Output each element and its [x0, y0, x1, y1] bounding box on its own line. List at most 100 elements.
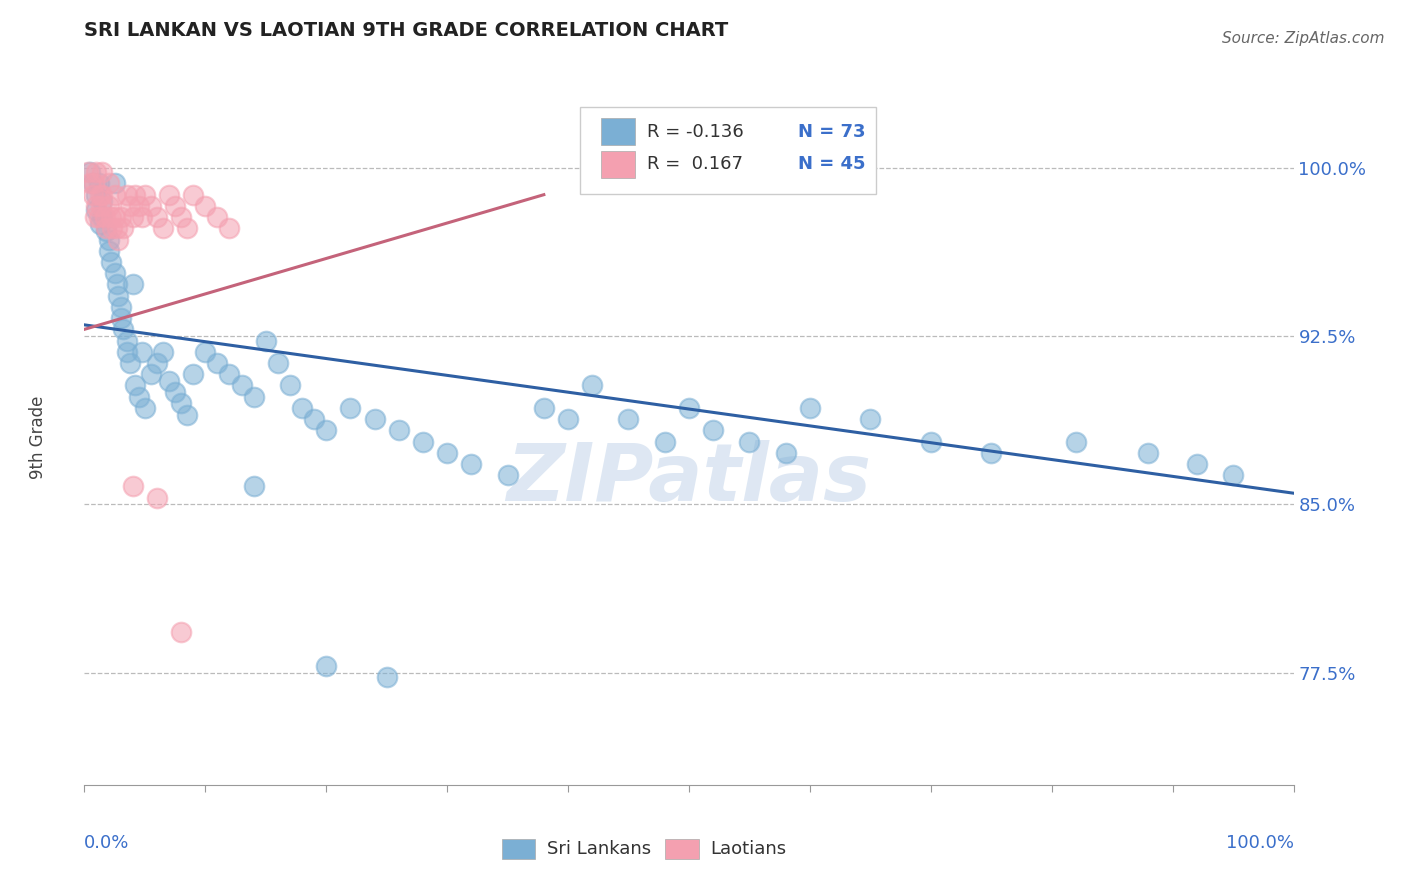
Point: [77, 165, 100, 179]
Point: [131, 344, 153, 359]
Point: [617, 412, 640, 426]
Point: [115, 334, 138, 348]
Point: [86, 203, 108, 218]
Point: [170, 625, 193, 640]
Point: [120, 356, 142, 370]
FancyBboxPatch shape: [581, 106, 876, 194]
Point: [654, 434, 676, 449]
Point: [388, 423, 411, 437]
Point: [105, 277, 128, 292]
Text: Laotians: Laotians: [710, 840, 787, 858]
Point: [128, 390, 150, 404]
Point: [194, 199, 217, 213]
Point: [94, 224, 117, 238]
Point: [115, 187, 138, 202]
Point: [97, 233, 120, 247]
Text: 9th Grade: 9th Grade: [30, 395, 48, 479]
Point: [110, 210, 132, 224]
Point: [170, 396, 193, 410]
Text: 100.0%: 100.0%: [1226, 834, 1294, 852]
Text: Source: ZipAtlas.com: Source: ZipAtlas.com: [1222, 31, 1385, 46]
Point: [436, 446, 458, 460]
Point: [107, 288, 129, 302]
Point: [82, 187, 104, 202]
Point: [194, 344, 217, 359]
Text: 0.0%: 0.0%: [84, 834, 129, 852]
Point: [207, 210, 229, 224]
Point: [165, 385, 187, 400]
Point: [315, 423, 337, 437]
Point: [91, 187, 114, 202]
Point: [678, 401, 700, 415]
Point: [91, 165, 114, 179]
Point: [157, 374, 180, 388]
Point: [104, 177, 127, 191]
Point: [100, 255, 122, 269]
Point: [146, 356, 169, 370]
Point: [242, 390, 264, 404]
Point: [146, 210, 169, 224]
Point: [218, 368, 240, 382]
Point: [176, 221, 198, 235]
Point: [581, 378, 603, 392]
Point: [82, 177, 104, 191]
Point: [859, 412, 882, 426]
Point: [139, 368, 162, 382]
Point: [90, 199, 112, 213]
Point: [176, 408, 198, 422]
Point: [115, 344, 138, 359]
Point: [105, 221, 128, 235]
Point: [124, 187, 146, 202]
Point: [112, 322, 135, 336]
Point: [89, 217, 111, 231]
Point: [218, 221, 240, 235]
Text: ZIPatlas: ZIPatlas: [506, 440, 872, 518]
Point: [79, 165, 101, 179]
Point: [94, 210, 117, 224]
Point: [107, 233, 129, 247]
Point: [97, 177, 120, 191]
Point: [97, 199, 120, 213]
Point: [738, 434, 761, 449]
Point: [339, 401, 361, 415]
Point: [120, 199, 142, 213]
Point: [86, 165, 108, 179]
Point: [920, 434, 942, 449]
Point: [799, 401, 821, 415]
Point: [557, 412, 579, 426]
Point: [181, 368, 204, 382]
Point: [1222, 468, 1244, 483]
Point: [112, 221, 135, 235]
Point: [775, 446, 797, 460]
Point: [101, 221, 124, 235]
Point: [157, 187, 180, 202]
Text: R = -0.136: R = -0.136: [647, 122, 744, 141]
Point: [267, 356, 290, 370]
Text: N = 45: N = 45: [797, 155, 865, 173]
Text: R =  0.167: R = 0.167: [647, 155, 742, 173]
Point: [94, 221, 117, 235]
Point: [152, 344, 174, 359]
Point: [207, 356, 229, 370]
Point: [87, 210, 110, 224]
Point: [121, 479, 143, 493]
Text: Sri Lankans: Sri Lankans: [547, 840, 651, 858]
Point: [1185, 457, 1208, 471]
Point: [86, 199, 108, 213]
Point: [86, 187, 108, 202]
Point: [363, 412, 385, 426]
Point: [124, 378, 146, 392]
Point: [170, 210, 193, 224]
Point: [104, 210, 127, 224]
Point: [278, 378, 301, 392]
Point: [121, 210, 143, 224]
Point: [79, 177, 101, 191]
Point: [980, 446, 1002, 460]
Point: [100, 210, 122, 224]
Point: [375, 670, 398, 684]
Point: [242, 479, 264, 493]
Point: [91, 194, 114, 209]
Point: [87, 177, 110, 191]
Point: [131, 210, 153, 224]
Point: [83, 177, 105, 191]
